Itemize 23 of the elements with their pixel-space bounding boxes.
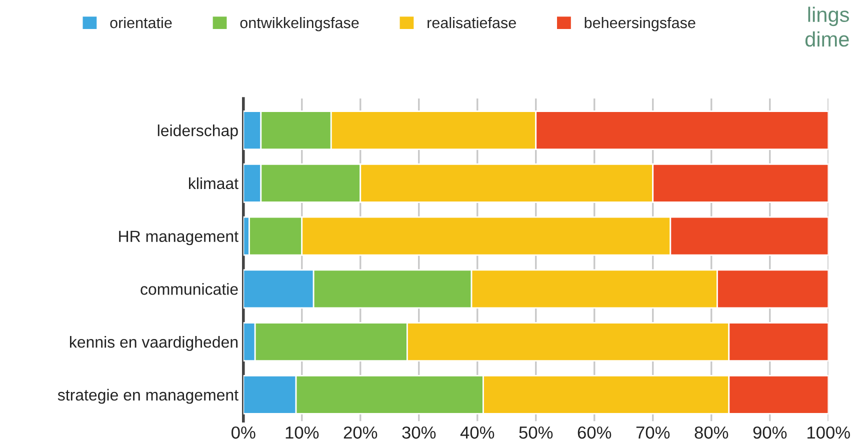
legend-label: realisatiefase	[428, 16, 516, 28]
legend-label: orientatie	[110, 16, 172, 28]
x-tick-label: 60%	[578, 426, 612, 439]
x-tick-label: 30%	[402, 426, 436, 439]
y-tick-label: leiderschap	[158, 124, 238, 140]
x-tick-label: 90%	[753, 426, 787, 439]
x-tick-label: 40%	[460, 426, 494, 439]
x-tick-label: 20%	[344, 426, 378, 439]
x-tick-label: 10%	[286, 426, 319, 439]
legend-label: beheersingsfase	[584, 16, 696, 32]
y-tick-label: kennis en vaardigheden	[70, 336, 238, 351]
y-tick-label: HR management	[119, 230, 238, 246]
x-tick-label: 100%	[808, 426, 850, 439]
text: lings	[808, 6, 849, 26]
y-tick-label: communicatie	[140, 283, 238, 295]
x-tick-label: 50%	[519, 426, 553, 439]
legend-label: ontwikkelingsfase	[240, 16, 359, 32]
x-tick-label: 70%	[636, 426, 670, 439]
text: dime	[805, 31, 849, 47]
x-tick-label: 0%	[232, 426, 256, 439]
y-tick-label: strategie en management	[58, 388, 238, 404]
x-tick-label: 80%	[694, 426, 728, 439]
y-tick-label: klimaat	[189, 177, 238, 190]
